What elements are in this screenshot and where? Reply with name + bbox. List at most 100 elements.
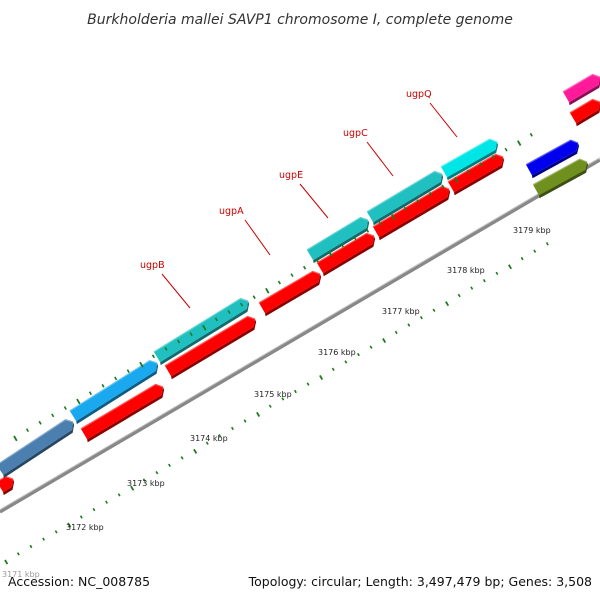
sky-feature: [69, 359, 159, 425]
lower-tick-tick: [344, 360, 348, 364]
teal-feature-2: [306, 216, 370, 264]
cyan-feature-depth: [447, 142, 498, 181]
upper-tick-tick: [151, 354, 155, 359]
lower-tick-tick: [533, 249, 537, 253]
teal-feature-3-body: [366, 171, 442, 223]
upper-tick-tick: [479, 162, 483, 167]
genome-summary-text: Topology: circular; Length: 3,497,479 bp…: [248, 574, 592, 589]
upper-tick-tick: [504, 147, 508, 152]
olive-feature-highlight: [532, 158, 588, 186]
upper-tick-tick: [353, 236, 357, 241]
steel-feature: [0, 419, 75, 478]
lower-tick-tick: [155, 470, 159, 475]
upper-tick-tick: [51, 413, 55, 418]
lower-tick-tick: [105, 500, 108, 504]
lower-tick-tick: [382, 338, 387, 344]
red-feature-5-depth: [323, 236, 376, 277]
red-feature-3: [164, 315, 257, 380]
upper-tick-tick: [76, 398, 81, 405]
map-title: Burkholderia mallei SAVP1 chromosome I, …: [87, 12, 513, 28]
cyan-feature: [440, 138, 498, 181]
kbp-label: 3177 kbp: [382, 307, 420, 316]
upper-tick-tick: [529, 132, 533, 137]
lower-tick-tick: [4, 559, 9, 565]
red-feature-2-highlight: [80, 383, 164, 430]
red-feature-4-depth: [265, 274, 322, 317]
upper-tick-tick: [214, 317, 218, 322]
upper-tick-tick: [277, 280, 281, 285]
backbone-highlight: [0, 157, 600, 510]
teal-feature-1-highlight: [153, 297, 249, 353]
lower-tick-tick: [16, 552, 20, 556]
lower-tick-tick: [142, 478, 146, 482]
sky-feature-body: [69, 360, 157, 422]
lower-tick-tick: [117, 493, 121, 497]
red-feature-3-body: [164, 316, 255, 377]
upper-tick-tick: [38, 420, 42, 425]
upper-tick-tick: [491, 154, 496, 159]
lower-tick-tick: [419, 315, 423, 320]
kbp-label: 3179 kbp: [513, 226, 551, 235]
lower-tick-tick: [495, 271, 499, 276]
red-feature-5-highlight: [316, 232, 375, 264]
upper-tick-tick: [391, 214, 396, 220]
lower-tick-tick: [545, 242, 549, 246]
lower-tick-tick: [470, 286, 474, 290]
teal-feature-2-depth: [313, 220, 370, 264]
teal-feature-1-depth: [160, 301, 250, 366]
lower-tick-tick: [294, 389, 297, 394]
kbp-label: 3173 kbp: [127, 479, 165, 488]
upper-tick-tick: [315, 258, 319, 263]
gene-label-ugpA: ugpA: [219, 206, 244, 217]
kbp-label: 3176 kbp: [318, 348, 356, 357]
red-feature-4: [258, 270, 322, 317]
label-layer: 3172 kbp 3173 kbp 3174 kbp 3175 kbp 3176 kbp…: [66, 89, 551, 532]
upper-tick-tick: [466, 169, 470, 174]
teal-feature-3: [366, 170, 444, 226]
lower-tick-tick: [407, 323, 411, 327]
red-feature-8: [569, 98, 600, 127]
steel-feature-body: [0, 419, 73, 475]
cyan-feature-body: [441, 139, 497, 178]
red-feature-8-depth: [576, 102, 600, 127]
lower-tick-tick: [168, 463, 171, 468]
upper-tick-tick: [328, 250, 333, 257]
upper-tick-tick: [189, 332, 193, 337]
red-feature-3-highlight: [164, 315, 256, 367]
cyan-feature-highlight: [440, 138, 498, 168]
red-feature-1: [0, 475, 15, 496]
upper-tick-tick: [202, 324, 207, 331]
lower-tick-tick: [130, 485, 135, 491]
sky-feature-highlight: [69, 359, 158, 412]
backbone-line: [0, 158, 600, 514]
kbp-label: 3172 kbp: [66, 523, 104, 532]
lower-tick-tick: [306, 382, 310, 386]
upper-tick-tick: [340, 243, 344, 248]
lower-tick-tick: [231, 426, 234, 431]
upper-tick-tick: [290, 273, 294, 278]
upper-tick-tick: [126, 369, 130, 373]
upper-tick-tick: [378, 221, 382, 226]
gene-leader-line: [161, 273, 191, 309]
red-feature-7-highlight: [447, 153, 504, 183]
magenta-feature: [562, 73, 600, 106]
red-feature-6: [372, 185, 451, 241]
lower-tick-tick: [79, 515, 83, 519]
upper-tick-tick: [164, 346, 168, 351]
upper-tick-tick: [366, 228, 370, 233]
lower-tick-tick: [205, 441, 209, 445]
sky-feature-depth: [76, 363, 159, 425]
blue-feature-highlight: [525, 139, 579, 166]
olive-feature-depth: [538, 162, 588, 199]
red-feature-3-depth: [171, 319, 257, 380]
magenta-feature-depth: [569, 77, 600, 106]
lower-tick-tick: [369, 345, 373, 349]
red-feature-5: [316, 232, 376, 277]
upper-tick-tick: [428, 191, 433, 196]
lower-tick-tick: [508, 264, 512, 270]
gene-leader-line: [366, 141, 394, 177]
olive-feature-body: [533, 159, 587, 196]
gene-leader-line: [299, 183, 329, 219]
kbp-label: 3178 kbp: [447, 266, 485, 275]
